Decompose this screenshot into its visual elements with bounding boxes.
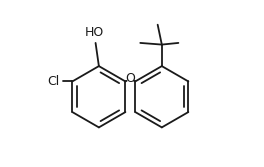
Text: O: O <box>125 72 135 86</box>
Text: Cl: Cl <box>48 75 60 88</box>
Text: HO: HO <box>85 26 104 39</box>
